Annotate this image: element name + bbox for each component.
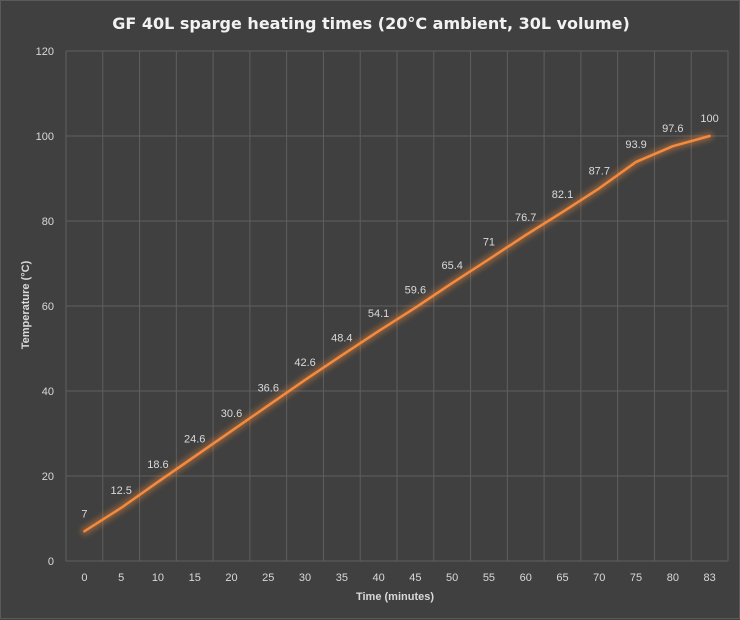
- y-tick-label: 80: [42, 216, 54, 228]
- x-tick-label: 50: [446, 572, 458, 584]
- x-tick-label: 15: [189, 572, 201, 584]
- data-label: 7: [81, 508, 87, 520]
- data-labels: 7 12.5 18.6 24.6 30.6 36.6 42.6 48.4 54.1 59.6 65.…: [81, 113, 718, 520]
- x-tick-label: 40: [372, 572, 384, 584]
- y-tick-label: 120: [36, 46, 54, 58]
- data-label: 36.6: [258, 382, 279, 394]
- y-tick-label: 0: [48, 556, 54, 568]
- x-tick-label: 25: [262, 572, 274, 584]
- x-tick-label: 0: [81, 572, 87, 584]
- x-axis-title: Time (minutes): [356, 591, 434, 603]
- data-label: 30.6: [221, 408, 242, 420]
- x-tick-label: 55: [483, 572, 495, 584]
- chart-title: GF 40L sparge heating times (20°C ambien…: [112, 14, 630, 33]
- data-label: 18.6: [147, 459, 168, 471]
- data-label: 24.6: [184, 433, 205, 445]
- data-label: 71: [483, 236, 495, 248]
- data-label: 97.6: [662, 123, 683, 135]
- x-tick-label: 35: [336, 572, 348, 584]
- data-label: 100: [700, 113, 718, 125]
- data-label: 12.5: [110, 485, 131, 497]
- y-tick-label: 100: [36, 131, 54, 143]
- x-tick-label: 75: [630, 572, 642, 584]
- data-label: 48.4: [331, 332, 352, 344]
- y-axis-title: Temperature (°C): [20, 260, 32, 349]
- gridlines: [65, 50, 729, 562]
- data-label: 54.1: [368, 308, 389, 320]
- data-label: 59.6: [405, 285, 426, 297]
- data-label: 82.1: [552, 189, 573, 201]
- data-label: 87.7: [589, 165, 610, 177]
- x-tick-label: 45: [409, 572, 421, 584]
- x-tick-label: 65: [556, 572, 568, 584]
- y-tick-label: 40: [42, 386, 54, 398]
- data-label: 42.6: [294, 357, 315, 369]
- data-label: 93.9: [625, 139, 646, 151]
- x-tick-label: 60: [520, 572, 532, 584]
- series-line: [83, 134, 711, 533]
- data-label: 65.4: [441, 260, 462, 272]
- x-tick-label: 80: [667, 572, 679, 584]
- y-axis-tick-labels: 0 20 40 60 80 100 120: [36, 46, 54, 568]
- y-tick-label: 20: [42, 471, 54, 483]
- x-tick-label: 20: [225, 572, 237, 584]
- x-tick-label: 70: [593, 572, 605, 584]
- x-tick-label: 83: [703, 572, 715, 584]
- x-tick-label: 30: [299, 572, 311, 584]
- y-tick-label: 60: [42, 301, 54, 313]
- x-tick-label: 5: [118, 572, 124, 584]
- x-axis-tick-labels: 0 5 10 15 20 25 30 35 40 45 50 55 60 65 70 75 80 83: [81, 572, 715, 584]
- x-tick-label: 10: [152, 572, 164, 584]
- data-label: 76.7: [515, 212, 536, 224]
